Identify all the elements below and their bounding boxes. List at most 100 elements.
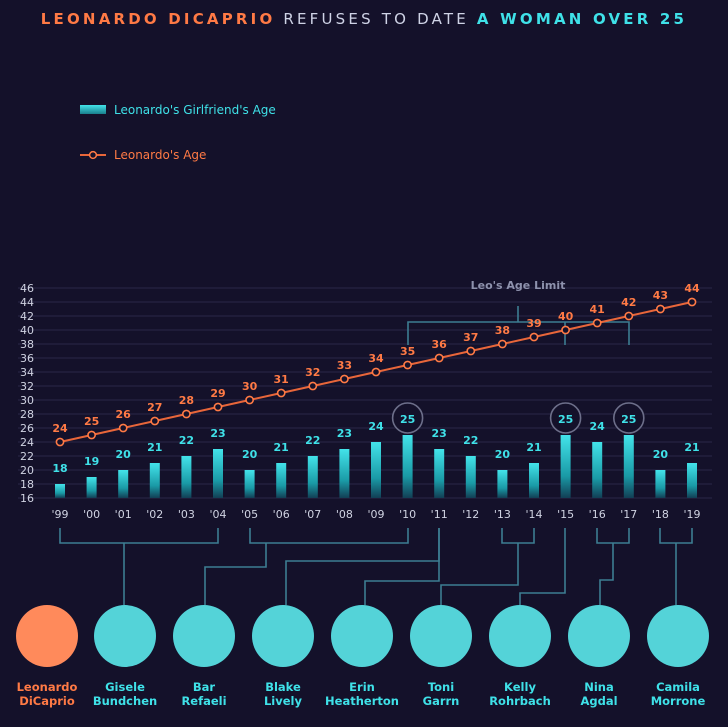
bar-value-label: 19 [84, 455, 99, 468]
leo-age-label: 36 [432, 338, 448, 351]
leo-age-point [245, 395, 254, 405]
x-tick-label: '07 [304, 508, 321, 521]
bar-value-label: 23 [432, 427, 447, 440]
bar-value-label: 23 [337, 427, 352, 440]
bar-value-label: 21 [147, 441, 162, 454]
leo-age-point [592, 318, 602, 328]
avatar [252, 605, 314, 667]
x-tick-label: '16 [589, 508, 606, 521]
x-tick-label: '19 [683, 508, 700, 521]
x-tick-label: '18 [652, 508, 669, 521]
leo-age-label: 28 [179, 394, 194, 407]
leo-age-point [624, 311, 634, 321]
x-tick-label: '05 [241, 508, 258, 521]
legend-line-marker [88, 150, 98, 160]
leo-age-label: 24 [52, 422, 68, 435]
person-bracket [285, 528, 440, 605]
avatar [173, 605, 235, 667]
leo-age-label: 30 [242, 380, 258, 393]
leo-age-point [276, 388, 286, 398]
leo-age-label: 31 [274, 373, 289, 386]
avatar [647, 605, 709, 667]
leo-age-point [687, 297, 697, 307]
avatar [94, 605, 156, 667]
leo-age-label: 29 [210, 387, 225, 400]
person-bracket [364, 528, 440, 605]
chart-title: LEONARDO DICAPRIO REFUSES TO DATE A WOMA… [0, 10, 728, 28]
title-part-leo: LEONARDO DICAPRIO [40, 10, 276, 28]
person-name: Kelly Rohrbach [489, 680, 551, 708]
bar-value-label: 20 [495, 448, 511, 461]
x-tick-label: '10 [399, 508, 416, 521]
person-name: Gisele Bundchen [92, 680, 158, 708]
leo-age-label: 38 [495, 324, 510, 337]
x-tick-label: '04 [209, 508, 226, 521]
x-tick-label: '12 [462, 508, 479, 521]
y-tick-label: 44 [20, 296, 34, 309]
bar-value-label: 25 [400, 413, 415, 426]
bar-value-label: 22 [179, 434, 194, 447]
x-tick-label: '06 [273, 508, 290, 521]
bar-value-label: 23 [210, 427, 225, 440]
y-tick-label: 22 [20, 450, 34, 463]
leo-age-point [434, 353, 444, 363]
y-tick-label: 40 [20, 324, 34, 337]
leo-age-label: 33 [337, 359, 352, 372]
title-part-middle: REFUSES TO DATE [275, 10, 477, 28]
person-name: Erin Heatherton [325, 680, 399, 708]
leo-age-label: 40 [558, 310, 574, 323]
bar [339, 449, 350, 498]
leo-age-label: 42 [621, 296, 636, 309]
person-name: Nina Agdal [580, 680, 618, 708]
leo-age-point [55, 437, 65, 447]
bar [181, 456, 192, 498]
y-tick-label: 30 [20, 394, 34, 407]
bar [655, 470, 666, 498]
bar [402, 435, 413, 498]
person-name: Bar Refaeli [181, 680, 227, 708]
x-tick-label: '01 [115, 508, 132, 521]
x-tick-label: '14 [525, 508, 542, 521]
bar [592, 442, 603, 498]
leo-age-label: 39 [526, 317, 541, 330]
x-tick-label: '99 [51, 508, 68, 521]
x-tick-label: '03 [178, 508, 195, 521]
avatar [410, 605, 472, 667]
y-tick-label: 26 [20, 422, 34, 435]
bar-series: 18 19 20 21 22 23 20 21 22 23 24 25 23 22 20 21 25 24 25 20… [52, 402, 700, 498]
x-tick-label: '11 [431, 508, 448, 521]
bar [276, 463, 287, 498]
person-bracket [519, 528, 566, 605]
legend-leo-label: Leonardo's Age [114, 148, 206, 162]
bar-value-label: 24 [590, 420, 606, 433]
y-tick-label: 20 [20, 464, 34, 477]
leo-age-point [339, 374, 349, 384]
bar [213, 449, 223, 498]
leo-age-label: 32 [305, 366, 320, 379]
leo-age-label: 37 [463, 331, 478, 344]
bar [244, 470, 255, 498]
legend: Leonardo's Girlfriend's Age Leonardo's Ag… [80, 103, 276, 162]
bar [86, 477, 97, 498]
bar [434, 449, 445, 498]
person-name: Leonardo DiCaprio [16, 680, 78, 708]
bar-value-label: 25 [621, 413, 636, 426]
y-tick-label: 28 [20, 408, 34, 421]
leo-age-label: 27 [147, 401, 162, 414]
bar [560, 435, 571, 498]
bar [149, 463, 160, 498]
leo-age-point [118, 423, 128, 433]
leo-age-point [150, 416, 160, 426]
y-tick-label: 36 [20, 352, 34, 365]
avatar [568, 605, 630, 667]
person-bracket [596, 528, 630, 605]
leo-age-point [656, 304, 665, 314]
person-bracket [659, 528, 693, 605]
bar-value-label: 24 [368, 420, 384, 433]
bar-value-label: 20 [653, 448, 669, 461]
y-tick-label: 24 [20, 436, 34, 449]
title-part-age: A WOMAN OVER 25 [476, 10, 688, 28]
avatar [16, 605, 78, 667]
bar [465, 456, 476, 498]
